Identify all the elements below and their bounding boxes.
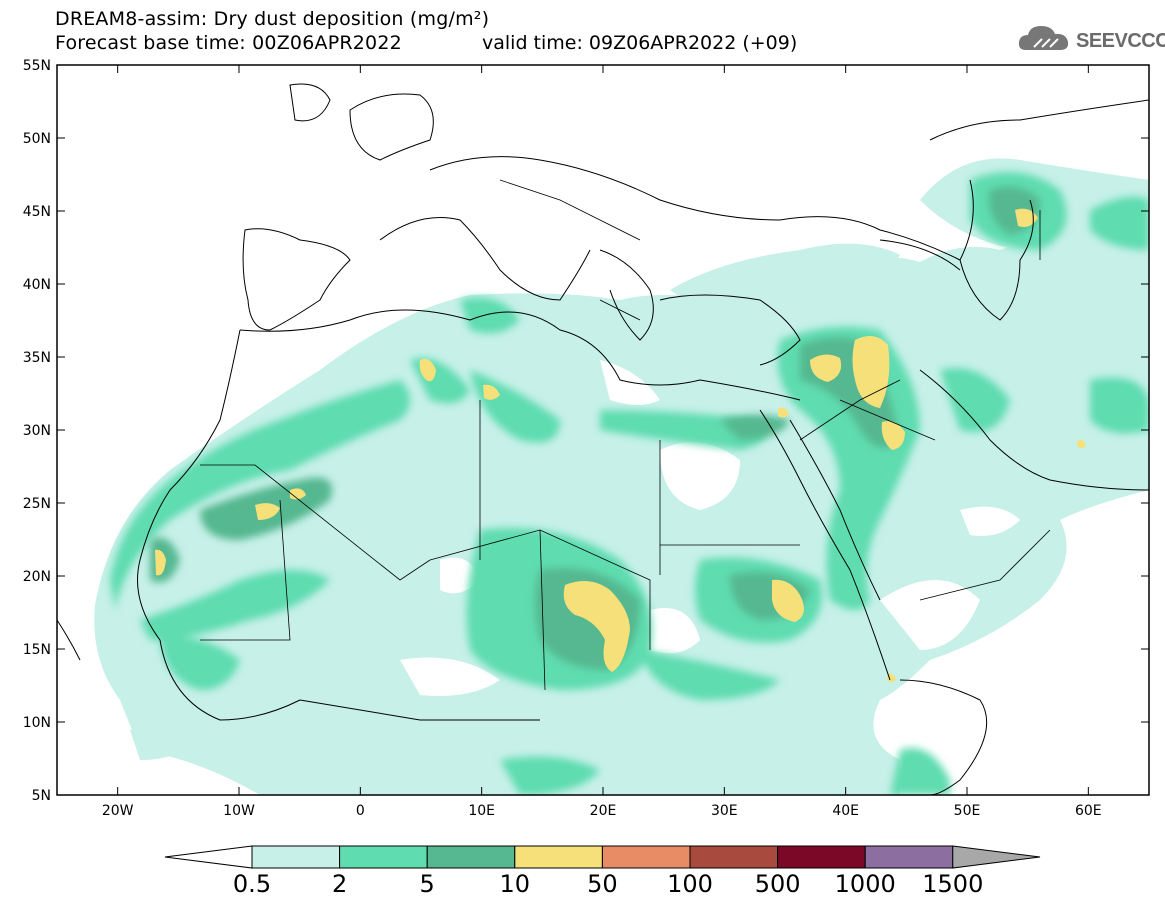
colorbar <box>164 845 1041 869</box>
x-tick-label: 10W <box>223 803 255 819</box>
y-tick-label: 15N <box>23 642 51 658</box>
y-tick-label: 35N <box>23 350 51 366</box>
seevccc-logo: SEEVCCC <box>1016 20 1165 60</box>
y-tick-label: 40N <box>23 277 51 293</box>
y-tick-label: 30N <box>23 423 51 439</box>
x-tick-label: 40E <box>832 803 859 819</box>
colorbar-label: 500 <box>754 870 801 898</box>
cloud-icon <box>1018 26 1069 50</box>
y-tick-label: 5N <box>32 788 51 804</box>
dust-field <box>57 65 1149 795</box>
y-tick-label: 45N <box>23 204 51 220</box>
y-tick-label: 20N <box>23 569 51 585</box>
colorbar-swatch <box>864 845 954 869</box>
x-tick-label: 50E <box>954 803 981 819</box>
x-tick-label: 0 <box>356 803 365 819</box>
map-title: DREAM8-assim: Dry dust deposition (mg/m²… <box>55 8 490 30</box>
colorbar-label: 100 <box>667 870 713 898</box>
colorbar-high-arrow <box>952 845 1041 869</box>
x-tick-label: 20E <box>590 803 617 819</box>
colorbar-swatch <box>601 845 691 869</box>
x-tick-label: 30E <box>711 803 738 819</box>
x-tick-label: 10E <box>468 803 495 819</box>
y-axis: 55N 50N 45N 40N 35N 30N 25N 20N 15N 10N 5N <box>23 58 1149 804</box>
x-tick-label: 20W <box>102 803 134 819</box>
colorbar-label: 5 <box>419 870 435 898</box>
country-borders <box>200 179 1051 691</box>
colorbar-low-arrow <box>164 845 253 869</box>
valid-time: valid time: 09Z06APR2022 (+09) <box>482 32 798 54</box>
colorbar-label: 1500 <box>922 870 984 898</box>
colorbar-swatch <box>777 845 866 869</box>
y-tick-label: 25N <box>23 496 51 512</box>
colorbar-swatch <box>251 845 341 869</box>
colorbar-label: 10 <box>499 870 531 898</box>
colorbar-label: 0.5 <box>232 870 272 898</box>
y-tick-label: 50N <box>23 131 51 147</box>
colorbar-swatch <box>339 845 428 869</box>
clear-areas <box>57 65 1149 795</box>
forecast-base-time: Forecast base time: 00Z06APR2022 <box>55 32 402 54</box>
y-tick-label: 55N <box>23 58 51 74</box>
colorbar-label: 2 <box>331 870 348 898</box>
x-tick-label: 60E <box>1075 803 1102 819</box>
colorbar-swatch <box>689 845 779 869</box>
colorbar-label: 50 <box>587 870 618 898</box>
y-tick-label: 10N <box>23 715 51 731</box>
colorbar-swatch <box>514 845 603 869</box>
x-axis: 20W 10W 0 10E 20E 30E 40E 50E 60E <box>102 65 1102 819</box>
logo-text: SEEVCCC <box>1076 30 1165 52</box>
colorbar-label: 1000 <box>834 870 896 898</box>
colorbar-swatch <box>426 845 516 869</box>
coastlines <box>57 83 1149 795</box>
